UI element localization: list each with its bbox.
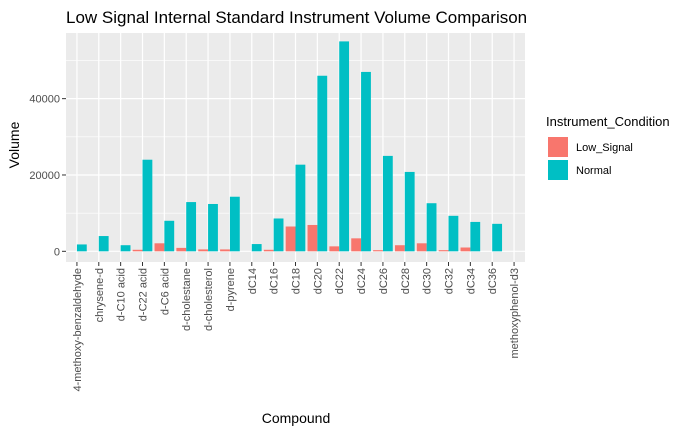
- x-axis-title: Compound: [262, 410, 331, 426]
- bar: [186, 202, 197, 252]
- bar: [329, 246, 340, 252]
- x-tick-label: dC30: [422, 268, 434, 294]
- x-tick-label: dC34: [465, 268, 477, 294]
- bar: [351, 238, 362, 252]
- bar: [295, 164, 306, 252]
- bar: [361, 71, 371, 252]
- bar: [394, 245, 405, 252]
- x-tick-label: dC36: [487, 268, 499, 294]
- bar: [470, 221, 481, 252]
- x-tick-label: dC22: [334, 268, 346, 294]
- bar: [154, 243, 165, 252]
- bar: [438, 250, 449, 252]
- bar: [373, 250, 383, 252]
- x-tick-label: d-pyrene: [225, 268, 237, 311]
- x-tick-label: chrysene-d: [94, 268, 106, 322]
- bar: [426, 203, 437, 252]
- bar: [98, 236, 109, 252]
- x-axis: 4-methoxy-benzaldehyde chrysene-d d-C10 ac…: [72, 262, 521, 392]
- bar: [492, 223, 503, 252]
- bar: [120, 245, 131, 252]
- legend: Instrument_Condition Low_Signal Normal: [546, 114, 670, 180]
- bar: [448, 215, 459, 252]
- x-tick-label: 4-methoxy-benzaldehyde: [72, 268, 84, 392]
- x-tick-label: dC14: [247, 268, 259, 294]
- bar: [339, 41, 350, 252]
- y-tick-label: 0: [54, 246, 60, 258]
- bar: [164, 220, 175, 252]
- x-tick-label: methoxyphenol-d3: [509, 268, 521, 359]
- y-tick-label: 40000: [29, 94, 60, 106]
- bar: [142, 159, 153, 252]
- chart-title: Low Signal Internal Standard Instrument …: [66, 8, 527, 27]
- bar: [382, 155, 393, 252]
- legend-key: [548, 160, 568, 180]
- bar: [460, 247, 471, 252]
- bar: [198, 249, 209, 252]
- legend-key: [548, 137, 568, 157]
- x-tick-label: d-cholesterol: [203, 268, 215, 331]
- x-tick-label: dC32: [444, 268, 456, 294]
- x-tick-label: dC26: [378, 268, 390, 294]
- bar: [285, 226, 296, 252]
- legend-title: Instrument_Condition: [546, 114, 670, 129]
- bars: [76, 41, 503, 252]
- x-tick-label: dC28: [400, 268, 412, 294]
- bar: [132, 249, 143, 252]
- x-tick-label: d-C22 acid: [138, 268, 150, 321]
- legend-label: Normal: [576, 165, 611, 177]
- bar: [416, 243, 427, 252]
- bar: [76, 244, 87, 252]
- bar: [307, 224, 318, 252]
- x-tick-label: dC20: [312, 268, 324, 294]
- x-tick-label: d-C6 acid: [159, 268, 171, 315]
- y-tick-label: 20000: [29, 170, 60, 182]
- bar: [220, 249, 230, 252]
- bar: [251, 244, 262, 252]
- y-axis-title: Volume: [6, 121, 22, 168]
- bar: [317, 75, 328, 252]
- x-tick-label: dC16: [269, 268, 281, 294]
- x-tick-label: d-cholestane: [181, 268, 193, 331]
- bar: [176, 247, 187, 252]
- x-tick-label: dC18: [291, 268, 303, 294]
- bar: [404, 171, 415, 252]
- bar: [273, 218, 284, 252]
- x-tick-label: dC24: [356, 268, 368, 294]
- x-tick-label: d-C10 acid: [116, 268, 128, 321]
- bar: [229, 196, 240, 252]
- y-axis: 0 20000 40000: [29, 94, 66, 258]
- bar: [208, 203, 218, 252]
- legend-label: Low_Signal: [576, 142, 633, 154]
- bar: [263, 249, 274, 252]
